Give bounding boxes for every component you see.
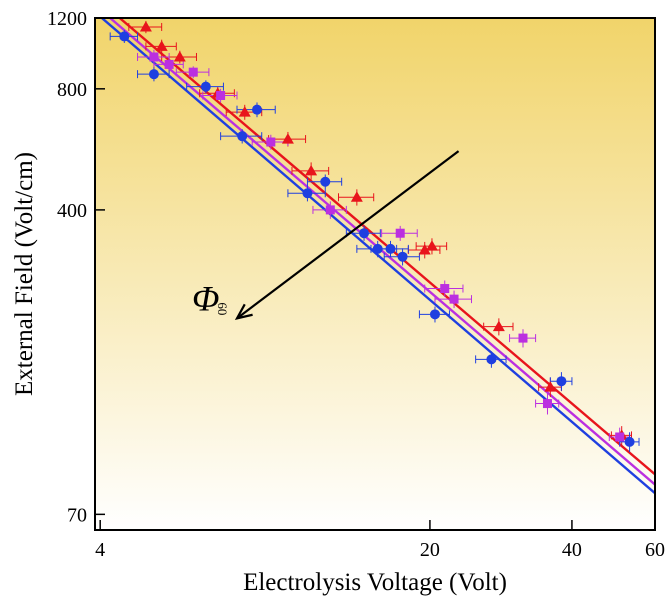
data-point [518, 333, 528, 343]
data-point [155, 40, 168, 51]
annotation-phi-subscript: 60 [215, 302, 230, 315]
data-point [425, 240, 438, 251]
data-point [486, 354, 497, 365]
data-point [418, 243, 431, 255]
data-point [305, 164, 318, 176]
data-point [252, 104, 263, 115]
y-tick-label: 400 [57, 200, 87, 222]
plot-background [95, 18, 655, 530]
x-tick-label: 20 [420, 539, 440, 561]
annotation-arrow-shaft [236, 150, 460, 320]
data-point [238, 106, 251, 117]
data-point [148, 69, 159, 80]
data-point [440, 284, 450, 294]
data-point [556, 376, 567, 387]
data-point [429, 309, 440, 320]
x-tick-label: 4 [95, 539, 105, 561]
data-point [149, 52, 159, 62]
fit-line-0 [117, 18, 655, 476]
data-point [615, 432, 625, 442]
data-point [542, 399, 552, 409]
data-point [216, 90, 226, 100]
data-point [544, 381, 557, 392]
plot-frame [94, 17, 656, 531]
data-point [385, 243, 396, 254]
data-point [237, 131, 248, 142]
y-tick-label: 1200 [47, 8, 87, 30]
axis-tick-labels: 4 20 40 60 70 400 800 1200 [47, 8, 665, 561]
data-point [350, 191, 363, 202]
y-axis-label: External Field (Volt/cm) [11, 152, 38, 396]
data-point [173, 50, 186, 62]
data-point [492, 320, 505, 332]
markers [119, 20, 635, 447]
x-tick-label: 60 [645, 539, 665, 561]
data-point [281, 133, 294, 144]
data-point [139, 20, 152, 32]
data-point [164, 59, 174, 69]
data-point [188, 67, 198, 77]
data-point [119, 31, 130, 42]
x-axis-label: Electrolysis Voltage (Volt) [243, 569, 507, 596]
data-point [397, 251, 408, 262]
annotation-phi-label: Φ [192, 278, 219, 318]
data-point [372, 243, 383, 254]
data-point [624, 436, 635, 447]
data-point [359, 228, 370, 239]
data-point [320, 176, 331, 187]
data-point [200, 81, 211, 92]
axis-ticks [95, 17, 656, 530]
annotation: Φ 60 [192, 150, 460, 320]
x-tick-label: 40 [562, 539, 582, 561]
data-point [302, 188, 313, 199]
annotation-arrow-head [234, 303, 253, 320]
data-point [325, 205, 335, 215]
data-point [449, 294, 459, 304]
data-point [266, 137, 276, 147]
y-tick-label: 800 [57, 79, 87, 101]
data-point [395, 228, 405, 238]
y-tick-label: 70 [67, 504, 87, 526]
